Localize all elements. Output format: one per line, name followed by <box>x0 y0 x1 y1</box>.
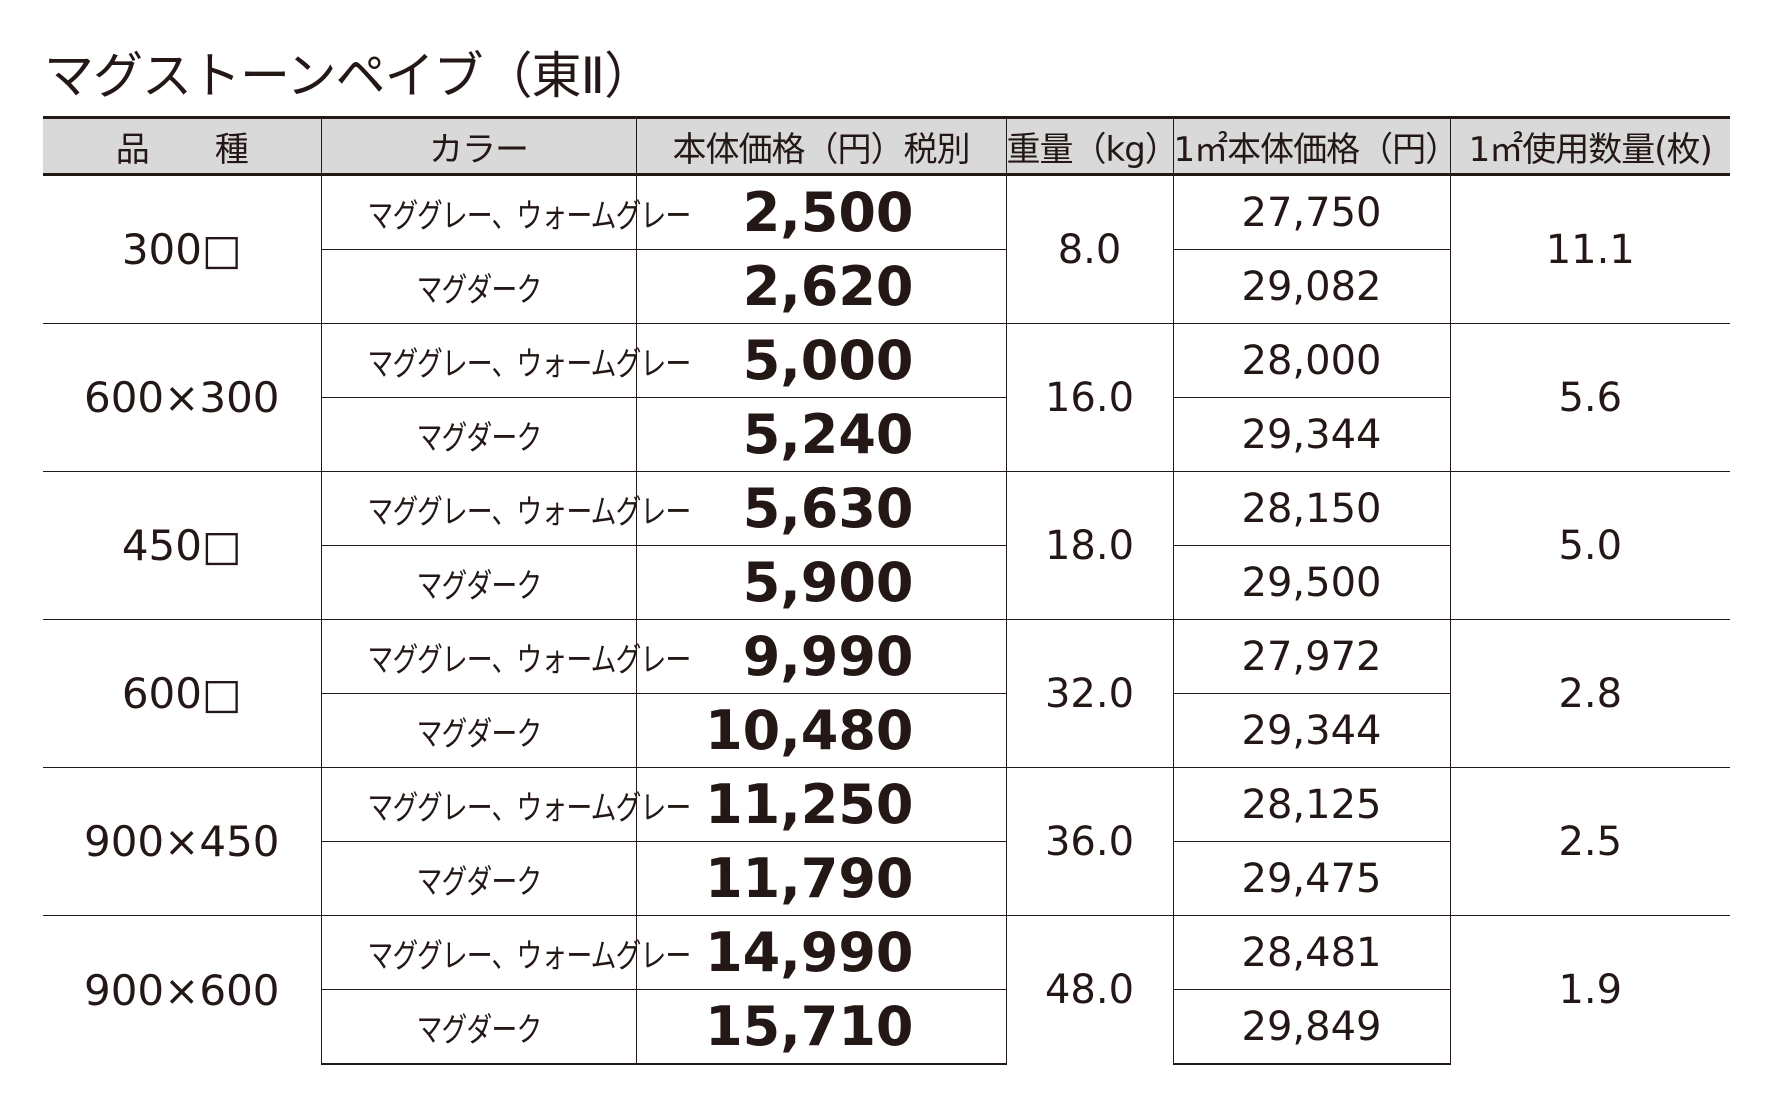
column-header: 本体価格（円）税別 <box>635 116 1006 176</box>
count-cell: 2.8 <box>1449 619 1730 768</box>
per-m2-price-cell: 28,481 <box>1172 915 1450 990</box>
color-cell: マグダーク <box>320 397 636 472</box>
price-cell: 5,240 <box>635 397 1006 472</box>
color-text: マグダーク <box>416 417 542 457</box>
table-row: 450□ マググレー、ウォームグレー 5,630 18.0 28,150 5.0 <box>43 471 1730 620</box>
price-cell: 10,480 <box>635 693 1006 768</box>
weight-cell: 32.0 <box>1005 619 1173 768</box>
color-text: マググレー、ウォームグレー <box>367 491 691 531</box>
price-cell: 5,630 <box>635 471 1006 546</box>
color-text: マググレー、ウォームグレー <box>367 935 691 975</box>
table-row: 600□ マググレー、ウォームグレー 9,990 32.0 27,972 2.8 <box>43 619 1730 768</box>
weight-cell: 18.0 <box>1005 471 1173 620</box>
per-m2-price-cell: 27,972 <box>1172 619 1450 694</box>
price-cell: 14,990 <box>635 915 1006 990</box>
per-m2-price-cell: 29,849 <box>1172 989 1450 1065</box>
color-cell: マグダーク <box>320 989 636 1065</box>
size-cell: 900×450 <box>43 767 321 916</box>
color-cell: マググレー、ウォームグレー <box>320 767 691 842</box>
per-m2-price-cell: 27,750 <box>1172 174 1450 250</box>
color-text: マググレー、ウォームグレー <box>367 787 691 827</box>
table-row: 300□ マググレー、ウォームグレー 2,500 8.0 27,750 11.1 <box>43 174 1730 324</box>
size-cell: 600×300 <box>43 323 321 472</box>
per-m2-price-cell: 29,475 <box>1172 841 1450 916</box>
size-cell: 600□ <box>43 619 321 768</box>
price-cell: 15,710 <box>635 989 1006 1065</box>
title: マグストーンペイブ（東Ⅱ） <box>44 47 654 105</box>
column-header: 重量（kg） <box>1005 116 1179 176</box>
weight-cell: 16.0 <box>1005 323 1173 472</box>
per-m2-price-cell: 28,150 <box>1172 471 1450 546</box>
color-text: マグダーク <box>416 713 542 753</box>
per-m2-price-cell: 29,344 <box>1172 397 1450 472</box>
weight-cell: 36.0 <box>1005 767 1173 916</box>
table-row: 900×600 マググレー、ウォームグレー 14,990 48.0 28,481 1.9 <box>43 915 1730 1064</box>
color-cell: マググレー、ウォームグレー <box>320 619 691 694</box>
count-cell: 2.5 <box>1449 767 1730 916</box>
price-cell: 2,500 <box>635 174 1006 250</box>
size-cell: 900×600 <box>43 915 321 1064</box>
per-m2-price-cell: 29,344 <box>1172 693 1450 768</box>
header-row: 品 種カラー 本体価格（円）税別 重量（kg） 1㎡本体価格（円） 1㎡使用数量(枚) <box>43 116 1730 176</box>
color-text: マグダーク <box>416 269 542 309</box>
price-cell: 9,990 <box>635 619 1006 694</box>
per-m2-price-cell: 29,082 <box>1172 249 1450 324</box>
per-m2-price-cell: 29,500 <box>1172 545 1450 620</box>
price-cell: 5,900 <box>635 545 1006 620</box>
color-text: マググレー、ウォームグレー <box>367 195 691 235</box>
table-row: マグダーク 2,620 29,082 <box>43 249 1730 324</box>
color-text: マグダーク <box>416 565 542 605</box>
size-cell: 450□ <box>43 471 321 620</box>
count-cell: 5.0 <box>1449 471 1730 620</box>
color-cell: マグダーク <box>320 693 636 768</box>
color-cell: マグダーク <box>320 841 636 916</box>
color-cell: マググレー、ウォームグレー <box>320 174 691 250</box>
price-cell: 11,790 <box>635 841 1006 916</box>
weight-cell: 8.0 <box>1005 174 1173 324</box>
color-cell: マグダーク <box>320 249 636 324</box>
table-row: 600×300 マググレー、ウォームグレー 5,000 16.0 28,000 5.6 <box>43 323 1730 472</box>
count-cell: 1.9 <box>1449 915 1730 1064</box>
color-text: マグダーク <box>416 1009 542 1049</box>
weight-cell: 48.0 <box>1005 915 1173 1064</box>
color-text: マググレー、ウォームグレー <box>367 343 691 383</box>
color-cell: マググレー、ウォームグレー <box>320 915 691 990</box>
per-m2-price-cell: 28,000 <box>1172 323 1450 398</box>
color-text: マグダーク <box>416 861 542 901</box>
color-cell: マググレー、ウォームグレー <box>320 323 691 398</box>
price-table: 品 種カラー 本体価格（円）税別 重量（kg） 1㎡本体価格（円） 1㎡使用数量(枚) … <box>43 116 1730 1065</box>
per-m2-price-cell: 28,125 <box>1172 767 1450 842</box>
table-row: 900×450 マググレー、ウォームグレー 11,250 36.0 28,125 2.5 <box>43 767 1730 916</box>
size-cell: 300□ <box>121 225 242 274</box>
column-header: 1㎡使用数量(枚) <box>1449 116 1730 176</box>
column-header: 品 種 <box>43 116 321 176</box>
color-cell: マググレー、ウォームグレー <box>320 471 691 546</box>
price-cell: 11,250 <box>635 767 1006 842</box>
price-cell: 2,620 <box>635 249 1006 324</box>
table-row: マグダーク 15,710 29,849 <box>43 989 1730 1065</box>
table-row: マグダーク 11,790 29,475 <box>43 841 1730 916</box>
count-cell: 5.6 <box>1449 323 1730 472</box>
count-cell: 11.1 <box>1449 174 1730 324</box>
color-text: マググレー、ウォームグレー <box>367 639 691 679</box>
column-header: 1㎡本体価格（円） <box>1172 116 1459 176</box>
color-cell: マグダーク <box>320 545 636 620</box>
column-header: カラー <box>320 116 636 176</box>
table-row: マグダーク 5,240 29,344 <box>43 397 1730 472</box>
price-cell: 5,000 <box>635 323 1006 398</box>
